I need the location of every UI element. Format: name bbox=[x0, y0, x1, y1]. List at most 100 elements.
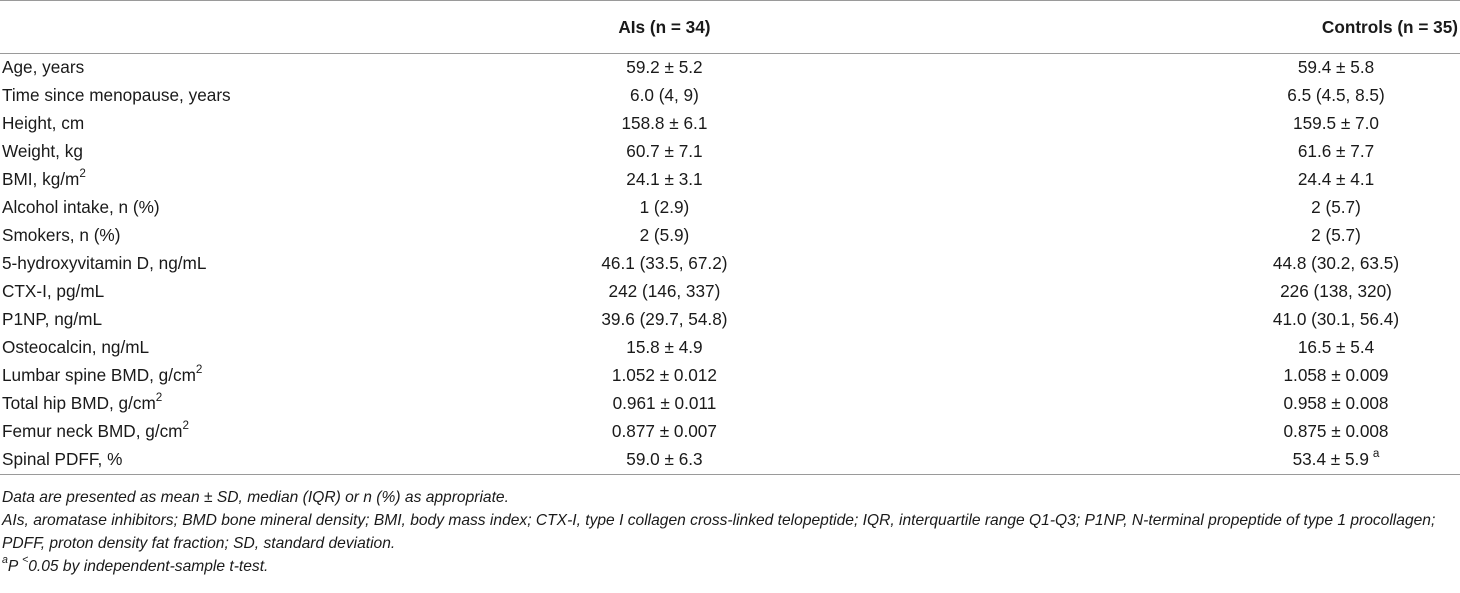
row-label: Total hip BMD, g/cm bbox=[2, 393, 156, 413]
controls-value-cell: 159.5 ± 7.0 bbox=[908, 110, 1460, 138]
row-label: Time since menopause, years bbox=[2, 85, 231, 105]
controls-value-cell: 0.958 ± 0.008 bbox=[908, 390, 1460, 418]
ais-value-cell: 0.877 ± 0.007 bbox=[421, 418, 909, 446]
controls-value-cell: 61.6 ± 7.7 bbox=[908, 138, 1460, 166]
ais-value: 158.8 ± 6.1 bbox=[621, 113, 708, 133]
controls-value-text: 2 (5.7) bbox=[1311, 225, 1361, 245]
row-label: CTX-I, pg/mL bbox=[2, 281, 105, 301]
table-row: Age, years 59.2 ± 5.2 59.4 ± 5.8 bbox=[0, 54, 1460, 82]
controls-value: 53.4 ± 5.9 a bbox=[1216, 446, 1456, 470]
controls-value-text: 41.0 (30.1, 56.4) bbox=[1272, 309, 1400, 329]
ais-value: 6.0 (4, 9) bbox=[630, 85, 699, 105]
ais-value: 15.8 ± 4.9 bbox=[626, 337, 703, 357]
controls-value: 59.4 ± 5.8 bbox=[1216, 57, 1456, 78]
table-row: Osteocalcin, ng/mL 15.8 ± 4.9 16.5 ± 5.4 bbox=[0, 334, 1460, 362]
controls-value-cell: 16.5 ± 5.4 bbox=[908, 334, 1460, 362]
table-row: Weight, kg 60.7 ± 7.1 61.6 ± 7.7 bbox=[0, 138, 1460, 166]
table-row: Alcohol intake, n (%) 1 (2.9) 2 (5.7) bbox=[0, 194, 1460, 222]
row-label-cell: Lumbar spine BMD, g/cm2 bbox=[0, 362, 421, 390]
row-label-superscript: 2 bbox=[182, 418, 190, 432]
footnote-abbreviations: AIs, aromatase inhibitors; BMD bone mine… bbox=[2, 512, 1436, 552]
controls-value-cell: 53.4 ± 5.9 a bbox=[908, 445, 1460, 475]
controls-value: 6.5 (4.5, 8.5) bbox=[1216, 85, 1456, 106]
table-row: Smokers, n (%) 2 (5.9) 2 (5.7) bbox=[0, 222, 1460, 250]
table-row: Femur neck BMD, g/cm2 0.877 ± 0.007 0.875 … bbox=[0, 418, 1460, 446]
row-label: Smokers, n (%) bbox=[2, 225, 121, 245]
ais-value-cell: 1.052 ± 0.012 bbox=[421, 362, 909, 390]
controls-value: 2 (5.7) bbox=[1216, 225, 1456, 246]
footnote-lt-sign: < bbox=[22, 554, 29, 567]
row-label-cell: Total hip BMD, g/cm2 bbox=[0, 390, 421, 418]
table-row: Height, cm 158.8 ± 6.1 159.5 ± 7.0 bbox=[0, 110, 1460, 138]
controls-value-text: 1.058 ± 0.009 bbox=[1283, 365, 1389, 385]
characteristics-table: AIs (n = 34) Controls (n = 35) Age, year… bbox=[0, 0, 1460, 475]
controls-value: 61.6 ± 7.7 bbox=[1216, 141, 1456, 162]
controls-value-text: 0.875 ± 0.008 bbox=[1283, 421, 1389, 441]
row-label-cell: Spinal PDFF, % bbox=[0, 445, 421, 475]
controls-value: 44.8 (30.2, 63.5) bbox=[1216, 253, 1456, 274]
row-label-cell: Age, years bbox=[0, 54, 421, 82]
ais-value-cell: 24.1 ± 3.1 bbox=[421, 166, 909, 194]
ais-value: 59.2 ± 5.2 bbox=[626, 57, 703, 78]
ais-value-cell: 2 (5.9) bbox=[421, 222, 909, 250]
ais-value: 39.6 (29.7, 54.8) bbox=[601, 309, 728, 329]
controls-value-cell: 59.4 ± 5.8 bbox=[908, 54, 1460, 82]
controls-value-text: 59.4 ± 5.8 bbox=[1297, 57, 1375, 78]
table-row: CTX-I, pg/mL 242 (146, 337) 226 (138, 320) bbox=[0, 278, 1460, 306]
controls-value-cell: 44.8 (30.2, 63.5) bbox=[908, 250, 1460, 278]
ais-value: 2 (5.9) bbox=[639, 225, 690, 245]
header-variable bbox=[0, 0, 421, 54]
controls-value-cell: 0.875 ± 0.008 bbox=[908, 418, 1460, 446]
controls-value-text: 2 (5.7) bbox=[1311, 197, 1361, 217]
row-label-cell: Height, cm bbox=[0, 110, 421, 138]
ais-value-cell: 59.0 ± 6.3 bbox=[420, 445, 909, 475]
row-label: Age, years bbox=[2, 57, 85, 78]
controls-value-cell: 6.5 (4.5, 8.5) bbox=[908, 82, 1460, 110]
ais-value: 24.1 ± 3.1 bbox=[626, 169, 703, 189]
table-row: 5-hydroxyvitamin D, ng/mL 46.1 (33.5, 67.… bbox=[0, 250, 1460, 278]
row-label-cell: Time since menopause, years bbox=[0, 82, 421, 110]
table-body: Age, years 59.2 ± 5.2 59.4 ± 5.8 Time since… bbox=[0, 54, 1460, 475]
controls-value-text: 53.4 ± 5.9 bbox=[1292, 449, 1369, 470]
ais-value: 1 (2.9) bbox=[639, 197, 690, 217]
ais-value-cell: 46.1 (33.5, 67.2) bbox=[421, 250, 909, 278]
table-footnotes: Data are presented as mean ± SD, median … bbox=[2, 486, 1458, 578]
controls-value-cell: 24.4 ± 4.1 bbox=[908, 166, 1460, 194]
table-row: BMI, kg/m2 24.1 ± 3.1 24.4 ± 4.1 bbox=[0, 166, 1460, 194]
row-label: Alcohol intake, n (%) bbox=[2, 197, 160, 217]
row-label-cell: Smokers, n (%) bbox=[0, 222, 421, 250]
controls-value-text: 226 (138, 320) bbox=[1280, 281, 1392, 301]
controls-value: 0.875 ± 0.008 bbox=[1216, 421, 1456, 442]
row-label: P1NP, ng/mL bbox=[2, 309, 103, 329]
row-label: Lumbar spine BMD, g/cm bbox=[2, 365, 196, 385]
row-label-cell: Weight, kg bbox=[0, 138, 421, 166]
significance-marker: a bbox=[1372, 446, 1380, 460]
table-row: Total hip BMD, g/cm2 0.961 ± 0.011 0.958 ±… bbox=[0, 390, 1460, 418]
controls-value-text: 6.5 (4.5, 8.5) bbox=[1287, 85, 1385, 105]
table-row: Spinal PDFF, % 59.0 ± 6.3 53.4 ± 5.9 a bbox=[0, 445, 1460, 475]
ais-value-cell: 0.961 ± 0.011 bbox=[421, 390, 909, 418]
controls-value-text: 44.8 (30.2, 63.5) bbox=[1272, 253, 1400, 273]
ais-value: 60.7 ± 7.1 bbox=[626, 141, 703, 161]
controls-value-cell: 41.0 (30.1, 56.4) bbox=[908, 306, 1460, 334]
row-label-cell: P1NP, ng/mL bbox=[0, 306, 421, 334]
controls-value: 24.4 ± 4.1 bbox=[1216, 169, 1456, 190]
controls-value-cell: 2 (5.7) bbox=[908, 222, 1460, 250]
table-header-row: AIs (n = 34) Controls (n = 35) bbox=[0, 0, 1460, 54]
ais-value: 46.1 (33.5, 67.2) bbox=[601, 253, 728, 273]
table-row: Time since menopause, years 6.0 (4, 9) 6.5… bbox=[0, 82, 1460, 110]
ais-value: 59.0 ± 6.3 bbox=[626, 449, 703, 470]
controls-value-text: 0.958 ± 0.008 bbox=[1283, 393, 1389, 413]
controls-value: 2 (5.7) bbox=[1216, 197, 1456, 218]
row-label: BMI, kg/m bbox=[2, 169, 80, 189]
header-controls: Controls (n = 35) bbox=[908, 0, 1460, 54]
footnote-marker: a bbox=[2, 554, 8, 567]
controls-value-cell: 226 (138, 320) bbox=[908, 278, 1460, 306]
row-label: Weight, kg bbox=[2, 141, 83, 161]
controls-value: 159.5 ± 7.0 bbox=[1216, 113, 1456, 134]
controls-value-text: 159.5 ± 7.0 bbox=[1293, 113, 1379, 133]
controls-value: 0.958 ± 0.008 bbox=[1216, 393, 1456, 414]
footnote-p-label: P bbox=[7, 558, 23, 575]
ais-value-cell: 60.7 ± 7.1 bbox=[421, 138, 909, 166]
